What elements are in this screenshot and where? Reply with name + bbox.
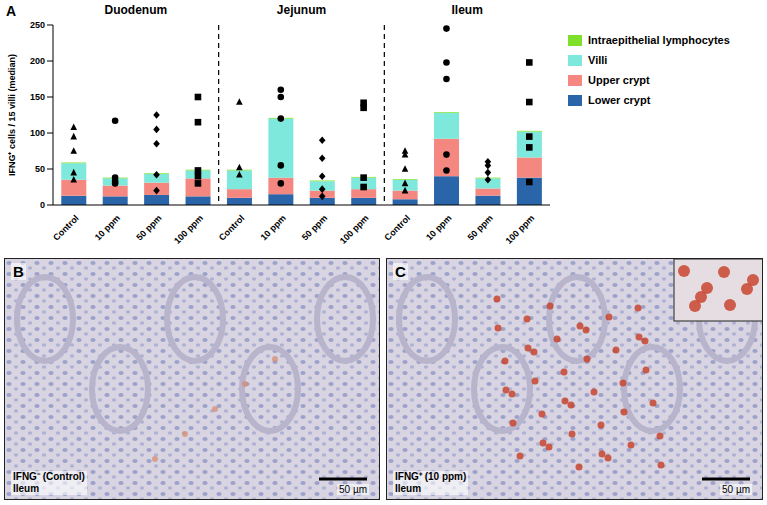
html-text:50 µm: 50 µm xyxy=(339,484,367,495)
svg-text:Control: Control xyxy=(382,213,412,243)
svg-text:Control: Control xyxy=(51,213,81,243)
svg-text:10 ppm: 10 ppm xyxy=(424,213,453,242)
html-text:50 µm: 50 µm xyxy=(722,484,750,495)
svg-text:50 ppm: 50 ppm xyxy=(466,213,495,242)
html-text:C: C xyxy=(395,263,406,280)
svg-text:10 ppm: 10 ppm xyxy=(259,213,288,242)
svg-text:100: 100 xyxy=(30,128,45,138)
svg-text:A: A xyxy=(6,3,16,19)
svg-text:200: 200 xyxy=(30,56,45,66)
svg-text:250: 250 xyxy=(30,20,45,30)
svg-text:IFNG⁺ cells / 15 villi (median: IFNG⁺ cells / 15 villi (median) xyxy=(7,54,17,176)
html-text:IFNG⁺ (10 ppm): IFNG⁺ (10 ppm) xyxy=(395,471,467,482)
svg-text:0: 0 xyxy=(40,200,45,210)
html-text:Ileum: Ileum xyxy=(395,483,422,494)
svg-text:50: 50 xyxy=(35,164,45,174)
svg-text:150: 150 xyxy=(30,92,45,102)
html-text:Ileum: Ileum xyxy=(13,483,40,494)
svg-text:10 ppm: 10 ppm xyxy=(93,213,122,242)
html-text:Lower crypt: Lower crypt xyxy=(588,94,651,106)
svg-text:Ileum: Ileum xyxy=(451,3,482,17)
svg-text:50 ppm: 50 ppm xyxy=(134,213,163,242)
svg-text:50 ppm: 50 ppm xyxy=(300,213,329,242)
svg-text:Jejunum: Jejunum xyxy=(277,3,326,17)
svg-text:100 ppm: 100 ppm xyxy=(338,213,371,246)
svg-text:100 ppm: 100 ppm xyxy=(503,213,536,246)
html-text:IFNG⁻ (Control): IFNG⁻ (Control) xyxy=(13,471,85,482)
svg-text:Control: Control xyxy=(217,213,247,243)
html-text:B: B xyxy=(13,263,24,280)
svg-text:100 ppm: 100 ppm xyxy=(172,213,205,246)
html-text:Villi: Villi xyxy=(588,54,608,66)
html-text:Intraepithelial lymphocytes: Intraepithelial lymphocytes xyxy=(588,34,730,46)
svg-text:Duodenum: Duodenum xyxy=(104,3,167,17)
html-text:Upper crypt: Upper crypt xyxy=(588,74,650,86)
